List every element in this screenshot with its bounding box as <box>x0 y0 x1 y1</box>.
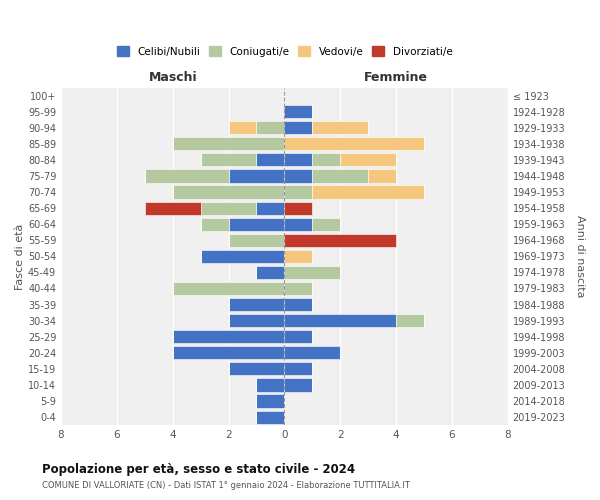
Bar <box>173 186 284 198</box>
Bar <box>256 394 284 407</box>
Bar <box>200 218 229 231</box>
Bar <box>284 362 313 376</box>
Text: COMUNE DI VALLORIATE (CN) - Dati ISTAT 1° gennaio 2024 - Elaborazione TUTTITALIA: COMUNE DI VALLORIATE (CN) - Dati ISTAT 1… <box>42 481 410 490</box>
Bar <box>284 137 424 150</box>
Text: Maschi: Maschi <box>148 72 197 85</box>
Bar <box>200 202 256 214</box>
Bar <box>200 154 256 166</box>
Y-axis label: Anni di nascita: Anni di nascita <box>575 215 585 298</box>
Bar <box>284 298 313 311</box>
Bar <box>284 186 313 198</box>
Bar <box>229 298 284 311</box>
Bar <box>229 234 284 247</box>
Bar <box>284 250 313 263</box>
Bar <box>256 266 284 279</box>
Bar <box>284 202 313 214</box>
Bar <box>284 218 313 231</box>
Legend: Celibi/Nubili, Coniugati/e, Vedovi/e, Divorziati/e: Celibi/Nubili, Coniugati/e, Vedovi/e, Di… <box>112 42 457 60</box>
Bar <box>256 202 284 214</box>
Bar <box>313 121 368 134</box>
Bar <box>229 121 256 134</box>
Bar <box>256 154 284 166</box>
Bar <box>173 282 284 295</box>
Bar <box>229 218 284 231</box>
Bar <box>256 121 284 134</box>
Bar <box>284 330 313 344</box>
Bar <box>145 170 229 182</box>
Y-axis label: Fasce di età: Fasce di età <box>15 223 25 290</box>
Bar <box>284 346 340 360</box>
Bar <box>229 314 284 327</box>
Text: Femmine: Femmine <box>364 72 428 85</box>
Bar <box>284 154 313 166</box>
Bar <box>200 250 284 263</box>
Bar <box>284 170 313 182</box>
Bar <box>284 314 396 327</box>
Bar <box>313 218 340 231</box>
Bar <box>313 154 340 166</box>
Bar <box>284 234 396 247</box>
Bar <box>173 137 284 150</box>
Bar <box>313 170 368 182</box>
Bar <box>173 330 284 344</box>
Bar <box>256 378 284 392</box>
Bar <box>313 186 424 198</box>
Text: Popolazione per età, sesso e stato civile - 2024: Popolazione per età, sesso e stato civil… <box>42 462 355 475</box>
Bar <box>368 170 396 182</box>
Bar <box>284 378 313 392</box>
Bar <box>396 314 424 327</box>
Bar <box>256 410 284 424</box>
Bar <box>229 170 284 182</box>
Bar <box>145 202 200 214</box>
Bar <box>340 154 396 166</box>
Bar <box>284 121 313 134</box>
Bar <box>284 266 340 279</box>
Bar <box>229 362 284 376</box>
Bar <box>284 105 313 118</box>
Bar <box>284 282 313 295</box>
Bar <box>173 346 284 360</box>
